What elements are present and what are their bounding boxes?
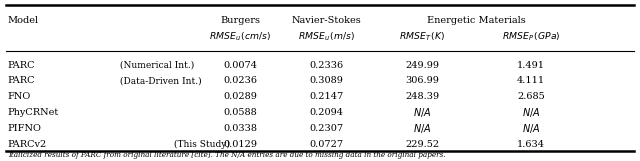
Text: PhyCRNet: PhyCRNet xyxy=(8,108,59,117)
Text: (Numerical Int.): (Numerical Int.) xyxy=(117,61,195,70)
Text: (This Study): (This Study) xyxy=(171,140,230,149)
Text: FNO: FNO xyxy=(8,92,31,101)
Text: 0.0588: 0.0588 xyxy=(223,108,257,117)
Text: 0.0727: 0.0727 xyxy=(309,140,344,149)
Text: PARC: PARC xyxy=(8,76,35,85)
Text: 0.0129: 0.0129 xyxy=(223,140,257,149)
Text: 0.2336: 0.2336 xyxy=(309,61,344,70)
Text: Italicized results of PARC from original literature [cite]. The N/A entries are : Italicized results of PARC from original… xyxy=(8,151,445,159)
Text: 1.491: 1.491 xyxy=(517,61,545,70)
Text: $RMSE_u\,(m/s)$: $RMSE_u\,(m/s)$ xyxy=(298,31,355,43)
Text: PARC: PARC xyxy=(8,61,35,70)
Text: 4.111: 4.111 xyxy=(517,76,545,85)
Text: $\mathit{N/A}$: $\mathit{N/A}$ xyxy=(413,122,432,135)
Text: $RMSE_P\,(GPa)$: $RMSE_P\,(GPa)$ xyxy=(502,31,561,43)
Text: $\mathit{N/A}$: $\mathit{N/A}$ xyxy=(522,106,541,119)
Text: 229.52: 229.52 xyxy=(405,140,440,149)
Text: $RMSE_T\,(K)$: $RMSE_T\,(K)$ xyxy=(399,31,445,43)
Text: 306.99: 306.99 xyxy=(406,76,439,85)
Text: Energetic Materials: Energetic Materials xyxy=(428,16,526,25)
Text: 0.0074: 0.0074 xyxy=(223,61,257,70)
Text: Navier-Stokes: Navier-Stokes xyxy=(292,16,361,25)
Text: 249.99: 249.99 xyxy=(405,61,440,70)
Text: PIFNO: PIFNO xyxy=(8,124,42,133)
Text: 0.2147: 0.2147 xyxy=(309,92,344,101)
Text: (Data-Driven Int.): (Data-Driven Int.) xyxy=(117,76,202,85)
Text: Model: Model xyxy=(8,16,39,25)
Text: 0.0289: 0.0289 xyxy=(223,92,257,101)
Text: 2.685: 2.685 xyxy=(517,92,545,101)
Text: 1.634: 1.634 xyxy=(517,140,545,149)
Text: 0.0338: 0.0338 xyxy=(223,124,257,133)
Text: 0.3089: 0.3089 xyxy=(310,76,343,85)
Text: 248.39: 248.39 xyxy=(405,92,440,101)
Text: 0.0236: 0.0236 xyxy=(223,76,257,85)
Text: 0.2094: 0.2094 xyxy=(309,108,344,117)
Text: 0.2307: 0.2307 xyxy=(309,124,344,133)
Text: Burgers: Burgers xyxy=(220,16,260,25)
Text: $\mathit{N/A}$: $\mathit{N/A}$ xyxy=(522,122,541,135)
Text: $\mathit{N/A}$: $\mathit{N/A}$ xyxy=(413,106,432,119)
Text: PARCv2: PARCv2 xyxy=(8,140,47,149)
Text: $RMSE_u\,(cm/s)$: $RMSE_u\,(cm/s)$ xyxy=(209,31,271,43)
